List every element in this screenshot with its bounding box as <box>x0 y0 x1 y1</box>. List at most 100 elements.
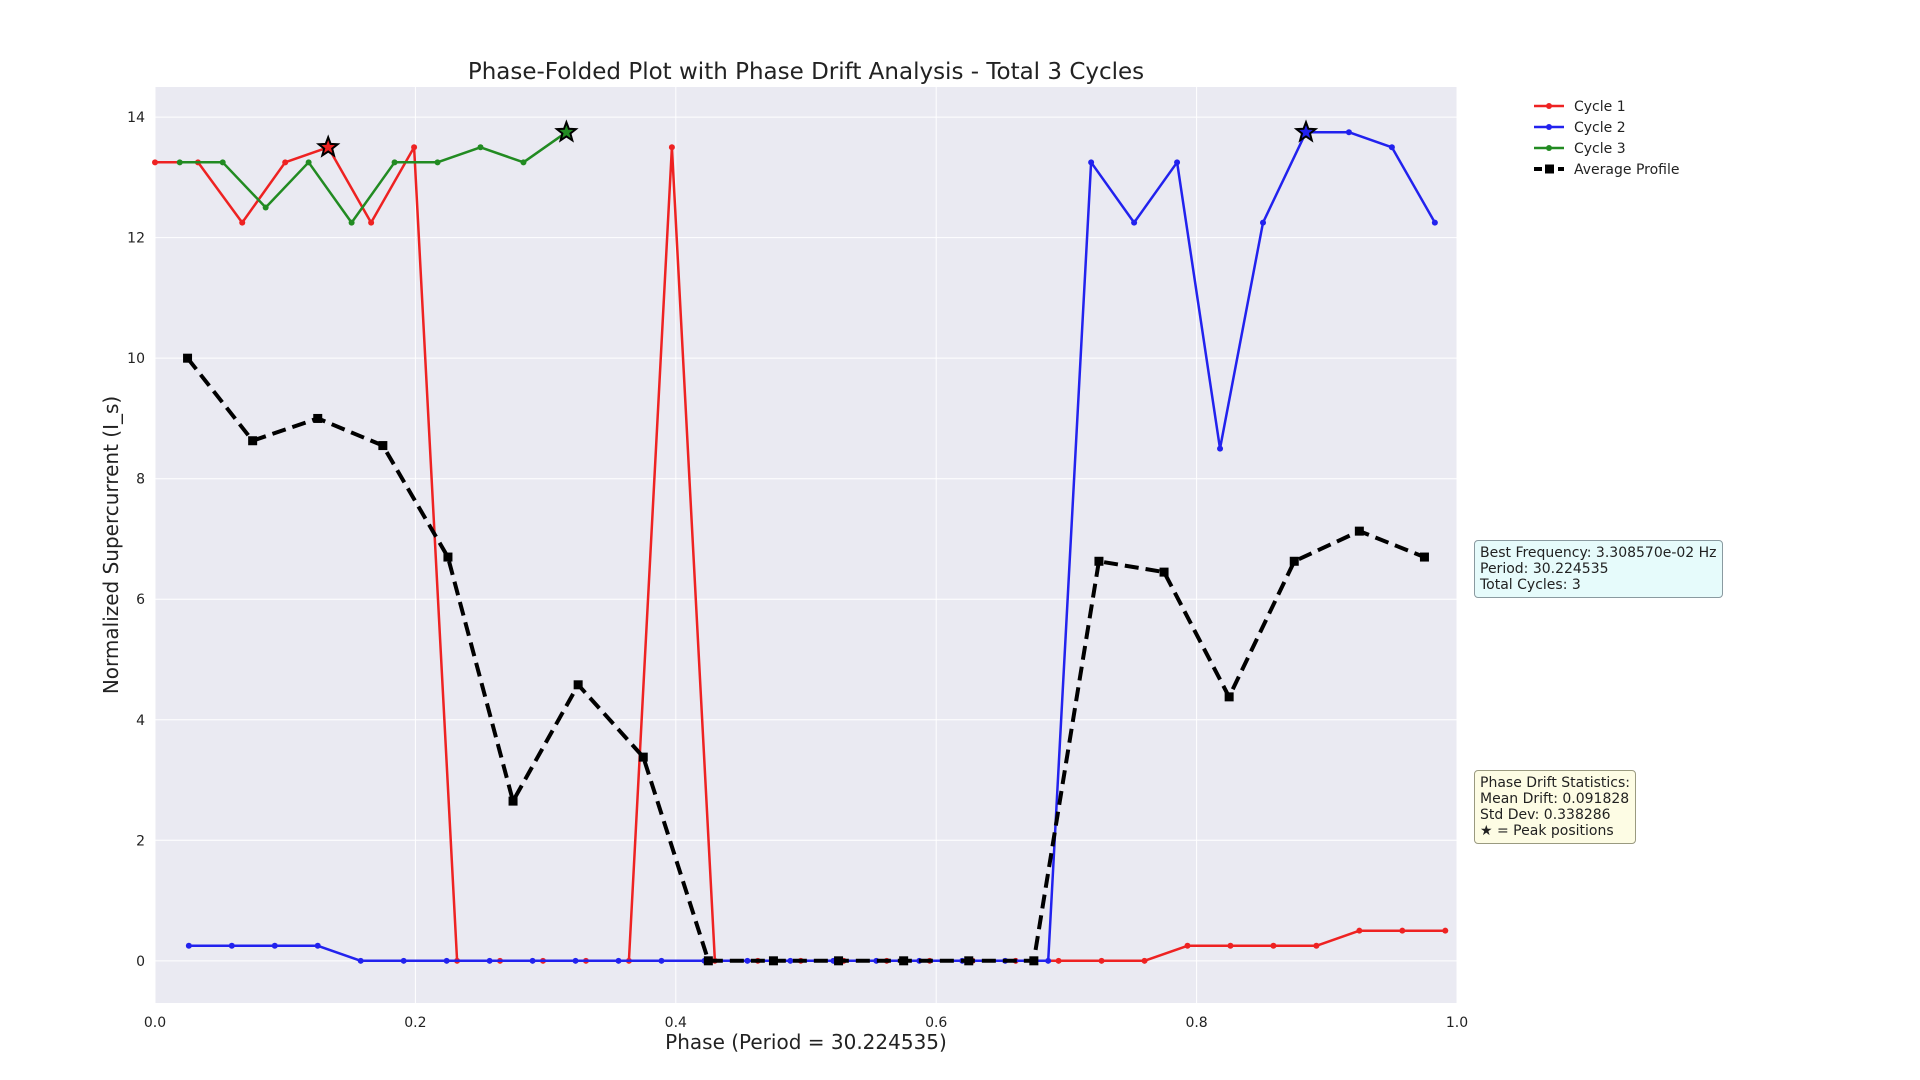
average-profile-marker <box>1094 556 1104 566</box>
cycle-1-point <box>239 219 246 226</box>
legend-cycle-1-label: Cycle 1 <box>1574 99 1626 115</box>
average-profile-marker <box>1029 956 1039 966</box>
y-axis-title: Normalized Supercurrent (I_s) <box>99 396 123 694</box>
cycle-2-point <box>529 957 536 964</box>
frequency-line: Best Frequency: 3.308570e-02 Hz <box>1480 545 1717 561</box>
x-tick-label: 0.2 <box>404 1015 426 1031</box>
std-dev-line: Std Dev: 0.338286 <box>1480 807 1611 823</box>
legend-cycle-3-label: Cycle 3 <box>1574 141 1626 157</box>
cycle-3-point <box>391 159 398 166</box>
y-tick-label: 4 <box>136 713 145 729</box>
drift-stats-box: Phase Drift Statistics: Mean Drift: 0.09… <box>1474 770 1637 844</box>
cycle-3-point <box>434 159 441 166</box>
cycle-2-point <box>228 942 235 949</box>
y-tick-label: 0 <box>136 954 145 970</box>
chart-title: Phase-Folded Plot with Phase Drift Analy… <box>468 59 1144 85</box>
y-tick-label: 10 <box>127 351 145 367</box>
legend-cycle-1-marker <box>1546 103 1552 109</box>
average-profile-marker <box>378 441 388 451</box>
legend-cycle-2-label: Cycle 2 <box>1574 120 1626 136</box>
legend-cycle-2-marker <box>1546 124 1552 130</box>
frequency-info-box: Best Frequency: 3.308570e-02 Hz Period: … <box>1474 540 1723 598</box>
cycle-2-point <box>486 957 493 964</box>
cycle-1-point <box>1227 942 1234 949</box>
cycle-1-point <box>1442 927 1449 934</box>
y-tick-label: 8 <box>136 472 145 488</box>
average-profile-marker <box>183 353 193 363</box>
average-profile-marker <box>443 552 453 562</box>
average-profile-marker <box>313 413 323 423</box>
average-profile-marker <box>1159 567 1169 577</box>
cycle-2-point <box>1045 957 1052 964</box>
cycle-2-point <box>185 942 192 949</box>
x-tick-label: 0.6 <box>925 1015 947 1031</box>
average-profile-marker <box>1419 552 1429 562</box>
cycle-1-point <box>282 159 289 166</box>
average-profile-marker <box>899 956 909 966</box>
cycle-2-point <box>1088 159 1095 166</box>
plot-background <box>155 87 1457 1003</box>
cycle-1-point <box>368 219 375 226</box>
cycle-1-point <box>411 144 418 151</box>
cycle-2-point <box>271 942 278 949</box>
cycle-1-point <box>1055 957 1062 964</box>
legend: Cycle 1 Cycle 2 Cycle 3 Average Profile <box>1534 99 1679 178</box>
cycle-3-point <box>305 159 312 166</box>
cycle-1-point <box>1356 927 1363 934</box>
cycle-2-point <box>443 957 450 964</box>
y-tick-label: 6 <box>136 592 145 608</box>
peak-star-marker <box>1293 119 1319 143</box>
cycle-1-point <box>1313 942 1320 949</box>
cycle-1-point <box>668 144 675 151</box>
cycle-1-point <box>1270 942 1277 949</box>
cycle-1-point <box>1141 957 1148 964</box>
cycle-2-point <box>615 957 622 964</box>
cycle-2-point <box>787 957 794 964</box>
cycle-2-point <box>1217 445 1224 452</box>
average-profile-marker <box>1354 526 1364 536</box>
average-profile-marker <box>834 956 844 966</box>
cycle-3-point <box>176 159 183 166</box>
x-tick-label: 0.8 <box>1185 1015 1207 1031</box>
tick-labels: 0.0 0.2 0.4 0.6 0.8 1.0 0 2 4 6 8 10 12 14 <box>127 110 1468 1031</box>
period-line: Period: 30.224535 <box>1480 561 1609 577</box>
cycle-2-point <box>1131 219 1138 226</box>
cycle-2-point <box>658 957 665 964</box>
cycle-2-point <box>1174 159 1181 166</box>
average-profile-marker <box>1289 556 1299 566</box>
mean-drift-line: Mean Drift: 0.091828 <box>1480 791 1630 807</box>
average-profile-marker <box>964 956 974 966</box>
average-profile-marker <box>703 956 713 966</box>
x-tick-label: 0.4 <box>665 1015 687 1031</box>
peak-legend-line: ★ = Peak positions <box>1480 823 1614 839</box>
average-profile-line <box>186 356 1426 963</box>
drift-stats-heading: Phase Drift Statistics: <box>1480 775 1631 791</box>
cycle-3-point <box>219 159 226 166</box>
average-profile-marker <box>573 680 583 690</box>
cycle-3-point <box>262 204 269 211</box>
x-tick-label: 1.0 <box>1446 1015 1468 1031</box>
total-cycles-line: Total Cycles: 3 <box>1480 577 1581 593</box>
x-tick-label: 0.0 <box>144 1015 166 1031</box>
series-layer <box>152 119 1449 966</box>
legend-cycle-3-marker <box>1546 145 1552 151</box>
cycle-2-point <box>572 957 579 964</box>
cycle-2-point <box>1388 144 1395 151</box>
average-profile-marker <box>638 752 648 762</box>
average-profile-marker <box>768 956 778 966</box>
x-axis-title: Phase (Period = 30.224535) <box>665 1030 947 1054</box>
cycle-2-line <box>188 130 1436 963</box>
peak-star-marker <box>315 134 341 158</box>
average-profile-marker <box>1224 692 1234 702</box>
cycle-2-point <box>1345 129 1352 136</box>
cycle-3-point <box>477 144 484 151</box>
y-tick-label: 14 <box>127 110 145 126</box>
cycle-2-point <box>357 957 364 964</box>
average-profile-marker <box>508 796 518 806</box>
cycle-1-point <box>1184 942 1191 949</box>
cycle-2-point <box>1431 219 1438 226</box>
cycle-3-point <box>348 219 355 226</box>
cycle-1-point <box>152 159 158 166</box>
cycle-3-line <box>179 131 568 224</box>
